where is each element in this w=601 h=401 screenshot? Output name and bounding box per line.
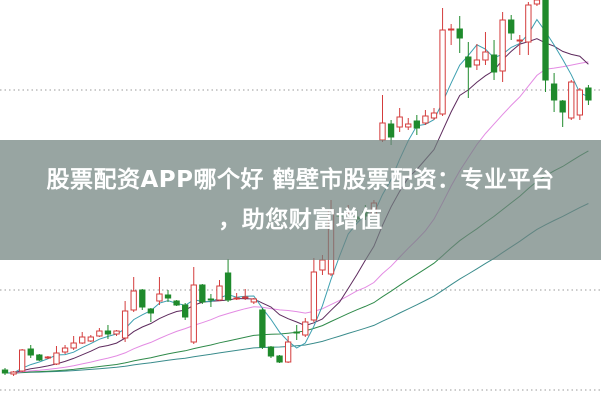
candle-up <box>525 4 532 43</box>
article-title-line-2: ，助您财富增值 <box>218 207 383 233</box>
candle-up <box>242 296 249 299</box>
candle-up <box>568 81 575 119</box>
candle-down <box>276 355 283 363</box>
candle-up <box>533 0 541 5</box>
candle-up <box>190 284 197 343</box>
candle-down <box>508 19 515 34</box>
candle-up <box>87 336 94 342</box>
candle-up <box>216 285 223 301</box>
candle-down <box>465 56 472 68</box>
candle-up <box>396 116 403 128</box>
candle-up <box>319 259 326 271</box>
ma60-line <box>5 203 589 374</box>
candle-up <box>233 297 240 300</box>
candle-up <box>516 39 523 42</box>
candle-down <box>550 83 558 101</box>
candle-up <box>379 122 386 141</box>
candle-up <box>156 293 163 302</box>
candle-up <box>70 342 77 349</box>
candle-up <box>250 298 257 303</box>
candle-down <box>224 272 232 301</box>
candle-down <box>559 100 566 113</box>
candle-up <box>430 112 438 119</box>
candle-down <box>104 330 112 335</box>
candle-up <box>482 51 489 61</box>
candle-up <box>79 336 86 344</box>
candle-down <box>207 298 215 301</box>
candle-up <box>44 356 52 359</box>
candle-down <box>259 309 266 348</box>
candle-down <box>413 120 420 129</box>
candle-down <box>387 123 395 138</box>
candle-up <box>113 330 120 335</box>
candle-down <box>585 87 592 101</box>
candle-down <box>267 346 275 357</box>
candle-down <box>36 354 43 361</box>
article-title-line-1: 股票配资APP哪个好 鹤壁市股票配资：专业平台 <box>46 167 555 193</box>
candle-down <box>147 308 155 314</box>
candle-down <box>1 369 9 374</box>
candle-down <box>542 0 549 81</box>
candle-down <box>173 300 180 306</box>
candle-down <box>27 348 34 356</box>
candle-down <box>139 289 146 308</box>
candle-up <box>53 352 60 365</box>
candle-up <box>447 28 455 31</box>
candle-up <box>96 330 103 337</box>
candle-down <box>490 54 498 73</box>
candle-up <box>499 19 506 72</box>
candle-up <box>284 341 292 363</box>
candle-up <box>10 371 17 375</box>
title-banner: 股票配资APP哪个好 鹤壁市股票配资：专业平台 ，助您财富增值 <box>0 140 601 260</box>
candle-up <box>302 321 309 336</box>
candle-up <box>130 290 137 311</box>
candle-up <box>439 29 446 115</box>
candle-down <box>164 294 172 299</box>
candle-down <box>293 331 300 334</box>
candle-down <box>182 304 189 318</box>
ma20-line <box>4 61 589 374</box>
candle-up <box>422 115 429 124</box>
candle-up <box>310 271 318 321</box>
candle-up <box>473 59 481 66</box>
candle-up <box>405 123 412 128</box>
candle-up <box>576 89 584 116</box>
candle-up <box>121 310 129 339</box>
candle-up <box>61 347 69 353</box>
candle-down <box>199 284 206 303</box>
candle-down <box>456 28 463 39</box>
candle-up <box>18 349 26 372</box>
